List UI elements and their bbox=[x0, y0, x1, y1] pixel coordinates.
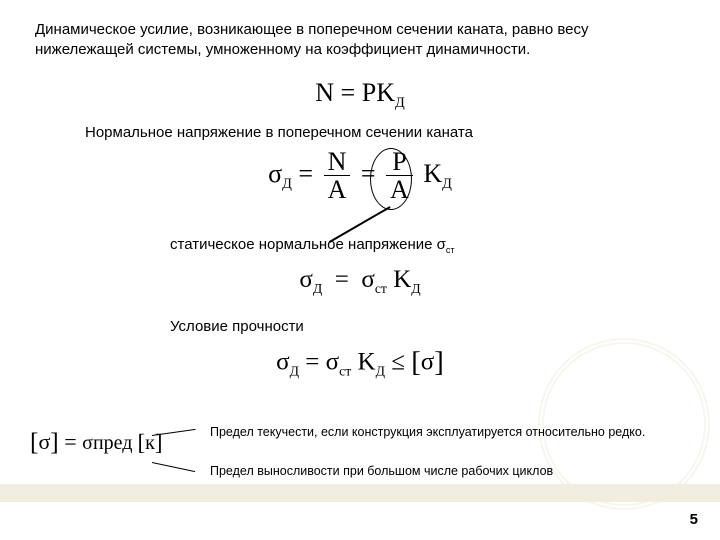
f5-frac: σпред [к] bbox=[82, 432, 162, 454]
f4-le: ≤ bbox=[391, 349, 405, 376]
f2-num2: P bbox=[386, 148, 413, 176]
f3-r1-sym: σ bbox=[361, 266, 374, 293]
f3-k: K bbox=[393, 266, 411, 293]
f2-k: K bbox=[423, 159, 442, 188]
f2-lhs-sym: σ bbox=[268, 159, 282, 188]
frac-pa: P A bbox=[386, 148, 413, 204]
f2-lhs-sub: Д bbox=[282, 176, 292, 192]
footer-band bbox=[0, 484, 720, 502]
frac-na: N A bbox=[324, 148, 351, 204]
text-5: Предел текучести, если конструкция экспл… bbox=[210, 425, 690, 439]
f5-den-l: [ bbox=[137, 430, 145, 455]
intro-text: Динамическое усилие, возникающее в попер… bbox=[35, 20, 685, 61]
f3-k-sub: Д bbox=[411, 281, 420, 296]
f4-lhs-sym: σ bbox=[276, 349, 289, 376]
eq: = bbox=[305, 349, 325, 376]
f4-brr: ] bbox=[434, 346, 444, 378]
f5-num-sub: пред bbox=[93, 432, 133, 454]
text-3-main: статическое нормальное напряжение σ bbox=[170, 236, 446, 253]
f5-sig: σ bbox=[38, 429, 50, 454]
f3-r1-sub: ст bbox=[375, 281, 387, 296]
f4-brs: σ bbox=[421, 349, 434, 376]
f1-r2: K bbox=[376, 78, 395, 107]
f5-num: σпред bbox=[82, 432, 137, 454]
f4-brl: [ bbox=[411, 346, 421, 378]
text-3-sub: ст bbox=[446, 245, 455, 255]
eq: = bbox=[361, 159, 382, 188]
f2-k-sub: Д bbox=[442, 176, 452, 192]
eq: = bbox=[298, 159, 319, 188]
text-2: Нормальное напряжение в поперечном сечен… bbox=[85, 124, 473, 141]
f4-r1-sym: σ bbox=[326, 349, 339, 376]
f2-den1: A bbox=[324, 176, 351, 203]
f5-num-s: σ bbox=[82, 432, 93, 454]
text-4: Условие прочности bbox=[170, 318, 304, 335]
eq: = bbox=[328, 266, 361, 293]
f4-k-sub: Д bbox=[376, 364, 385, 379]
formula-4: σД = σст KД ≤ [σ] bbox=[0, 346, 720, 380]
f4-k: K bbox=[358, 349, 376, 376]
f1-sub: Д bbox=[395, 95, 405, 111]
text-6: Предел выносливости при большом числе ра… bbox=[210, 464, 690, 478]
eq: = bbox=[341, 78, 362, 107]
text-3: статическое нормальное напряжение σст bbox=[170, 236, 455, 255]
f2-den2: A bbox=[386, 176, 413, 203]
f5-eq: = bbox=[64, 429, 82, 454]
f3-lhs-sym: σ bbox=[299, 266, 312, 293]
formula-2: σД = N A = P A KД bbox=[0, 148, 720, 204]
slide: Динамическое усилие, возникающее в попер… bbox=[0, 0, 720, 540]
formula-3: σД = σст KД bbox=[0, 266, 720, 297]
f2-num1: N bbox=[324, 148, 351, 176]
f1-r1: P bbox=[362, 78, 376, 107]
f1-lhs: N bbox=[315, 78, 334, 107]
formula-1: N = PKД bbox=[0, 78, 720, 112]
f4-lhs-sub: Д bbox=[290, 364, 299, 379]
arrow-to-text6 bbox=[152, 462, 195, 472]
f3-lhs-sub: Д bbox=[313, 281, 322, 296]
f5-brr: ] bbox=[50, 428, 58, 456]
f4-r1-sub: ст bbox=[339, 364, 351, 379]
page-number: 5 bbox=[690, 511, 698, 528]
